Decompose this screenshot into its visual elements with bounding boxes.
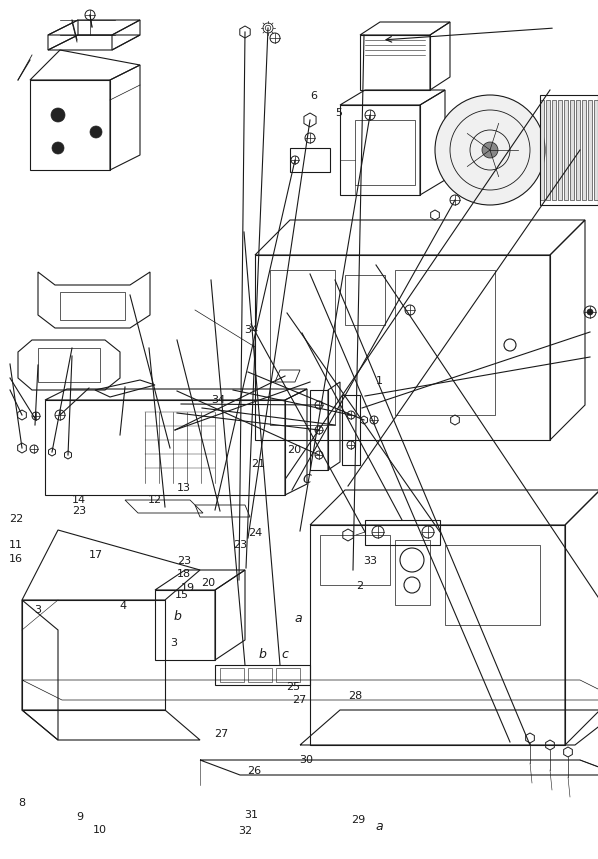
Text: 5: 5 xyxy=(335,108,342,119)
Text: 26: 26 xyxy=(247,766,261,777)
Text: 31: 31 xyxy=(244,810,258,820)
Text: 11: 11 xyxy=(9,540,23,551)
Text: 19: 19 xyxy=(181,583,195,594)
Text: 24: 24 xyxy=(248,528,263,539)
Text: 4: 4 xyxy=(120,600,127,611)
Polygon shape xyxy=(558,100,562,200)
Text: 9: 9 xyxy=(77,812,84,822)
Text: 13: 13 xyxy=(176,483,190,493)
Text: 2: 2 xyxy=(356,581,363,591)
Circle shape xyxy=(90,126,102,138)
Text: C: C xyxy=(302,472,311,486)
Text: 29: 29 xyxy=(352,815,366,825)
Text: 23: 23 xyxy=(177,556,191,566)
Text: 21: 21 xyxy=(251,459,266,469)
Text: 8: 8 xyxy=(18,798,25,808)
Text: 20: 20 xyxy=(287,445,301,455)
Text: 34: 34 xyxy=(244,325,258,335)
Text: 3: 3 xyxy=(35,605,42,615)
Text: 1: 1 xyxy=(376,376,383,387)
Text: 18: 18 xyxy=(176,569,191,579)
Text: 16: 16 xyxy=(9,554,23,564)
Text: 3: 3 xyxy=(170,637,178,648)
Text: 23: 23 xyxy=(72,506,86,516)
Text: 12: 12 xyxy=(148,495,163,505)
Circle shape xyxy=(587,309,593,315)
Text: 6: 6 xyxy=(310,91,317,101)
Polygon shape xyxy=(546,100,550,200)
Text: 28: 28 xyxy=(348,691,362,701)
Polygon shape xyxy=(564,100,568,200)
Text: 15: 15 xyxy=(175,590,188,600)
Polygon shape xyxy=(594,100,598,200)
Text: 25: 25 xyxy=(286,682,300,692)
Text: a: a xyxy=(295,612,303,625)
Polygon shape xyxy=(540,100,544,200)
Text: 22: 22 xyxy=(9,514,23,524)
Polygon shape xyxy=(570,100,574,200)
Text: a: a xyxy=(376,819,383,833)
Circle shape xyxy=(52,142,64,154)
Text: 20: 20 xyxy=(202,578,216,588)
Text: c: c xyxy=(281,648,288,661)
Text: 33: 33 xyxy=(364,556,377,566)
Text: 27: 27 xyxy=(292,695,306,705)
Text: 34: 34 xyxy=(211,395,225,405)
Text: 23: 23 xyxy=(233,539,248,550)
Polygon shape xyxy=(576,100,580,200)
Circle shape xyxy=(482,142,498,158)
Text: 17: 17 xyxy=(89,550,103,560)
Polygon shape xyxy=(582,100,586,200)
Circle shape xyxy=(51,108,65,122)
Polygon shape xyxy=(588,100,592,200)
Circle shape xyxy=(435,95,545,205)
Text: b: b xyxy=(173,610,181,624)
Text: b: b xyxy=(259,648,267,661)
Text: 32: 32 xyxy=(238,825,252,836)
Text: 30: 30 xyxy=(299,755,313,765)
Text: 10: 10 xyxy=(93,825,106,835)
Polygon shape xyxy=(552,100,556,200)
Text: 14: 14 xyxy=(72,495,86,505)
Text: 27: 27 xyxy=(214,729,228,740)
